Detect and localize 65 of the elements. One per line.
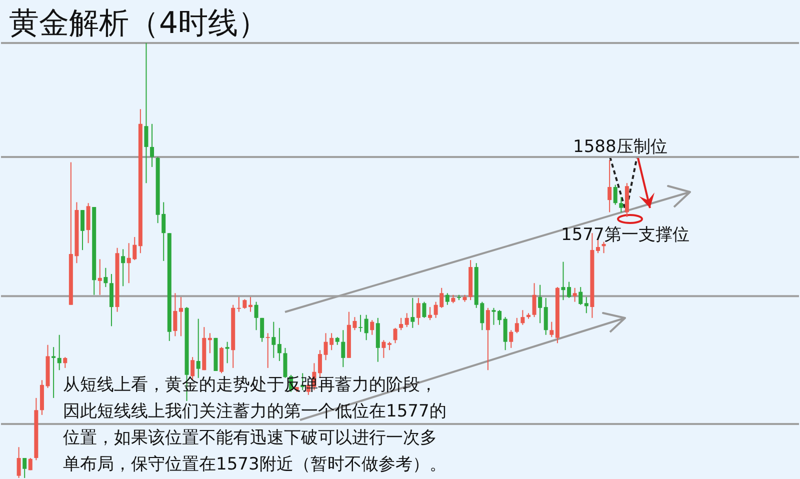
candlestick [16, 446, 21, 478]
candlestick [393, 327, 398, 344]
annotation: 1577第一支撑位 [561, 225, 690, 245]
candlestick [492, 307, 496, 326]
candlestick [86, 202, 90, 244]
candlestick [260, 317, 264, 342]
candlestick [602, 241, 606, 254]
candlestick [509, 330, 514, 348]
candlestick [550, 321, 554, 338]
candlestick [572, 287, 577, 302]
candlestick [28, 457, 32, 471]
candlestick [220, 346, 224, 374]
candlestick [364, 314, 368, 341]
candlestick [104, 267, 108, 288]
candlestick [544, 297, 548, 336]
candlestick [208, 332, 212, 354]
candlestick [370, 320, 374, 336]
candlestick [410, 297, 415, 328]
candlestick [254, 301, 258, 331]
candlestick [173, 292, 178, 337]
candlestick [445, 292, 450, 306]
candlestick [382, 340, 386, 358]
candlestick [109, 273, 114, 327]
candlestick [225, 341, 230, 364]
candlestick [578, 286, 583, 306]
candlestick [63, 356, 68, 368]
candlestick [567, 281, 572, 298]
candlestick [57, 334, 62, 371]
candlestick [584, 296, 588, 314]
candlestick [608, 160, 612, 213]
candlestick [514, 317, 519, 334]
candlestick [416, 297, 420, 326]
candlestick [121, 248, 126, 287]
candlestick [242, 298, 247, 310]
chart-title: 黄金解析（4时线） [9, 6, 268, 41]
candlestick [503, 316, 508, 351]
candlestick [341, 330, 346, 368]
candlestick [248, 296, 252, 312]
candlestick [318, 350, 322, 378]
candlestick [277, 327, 282, 362]
candlestick [498, 310, 502, 326]
candlestick [538, 284, 542, 324]
candlestick [422, 301, 426, 318]
candlestick [486, 307, 490, 371]
candlestick [428, 306, 432, 321]
candlestick [358, 314, 363, 332]
candlestick [532, 282, 536, 318]
candlestick [52, 346, 56, 398]
candlestick [236, 296, 241, 312]
candlestick [22, 457, 27, 478]
candlestick [404, 312, 409, 328]
candlestick [178, 296, 183, 337]
candlestick [196, 318, 200, 378]
annotation: 1588压制位 [573, 137, 668, 157]
candlestick [619, 196, 624, 213]
candlestick [266, 332, 270, 368]
candlestick [561, 261, 566, 301]
candlestick [613, 184, 618, 206]
candlestick [98, 258, 102, 296]
candlestick [272, 321, 276, 358]
candlestick [520, 310, 525, 326]
candlestick [80, 210, 85, 251]
candlestick [150, 123, 154, 168]
candlestick [399, 317, 404, 331]
candlestick [144, 42, 148, 184]
